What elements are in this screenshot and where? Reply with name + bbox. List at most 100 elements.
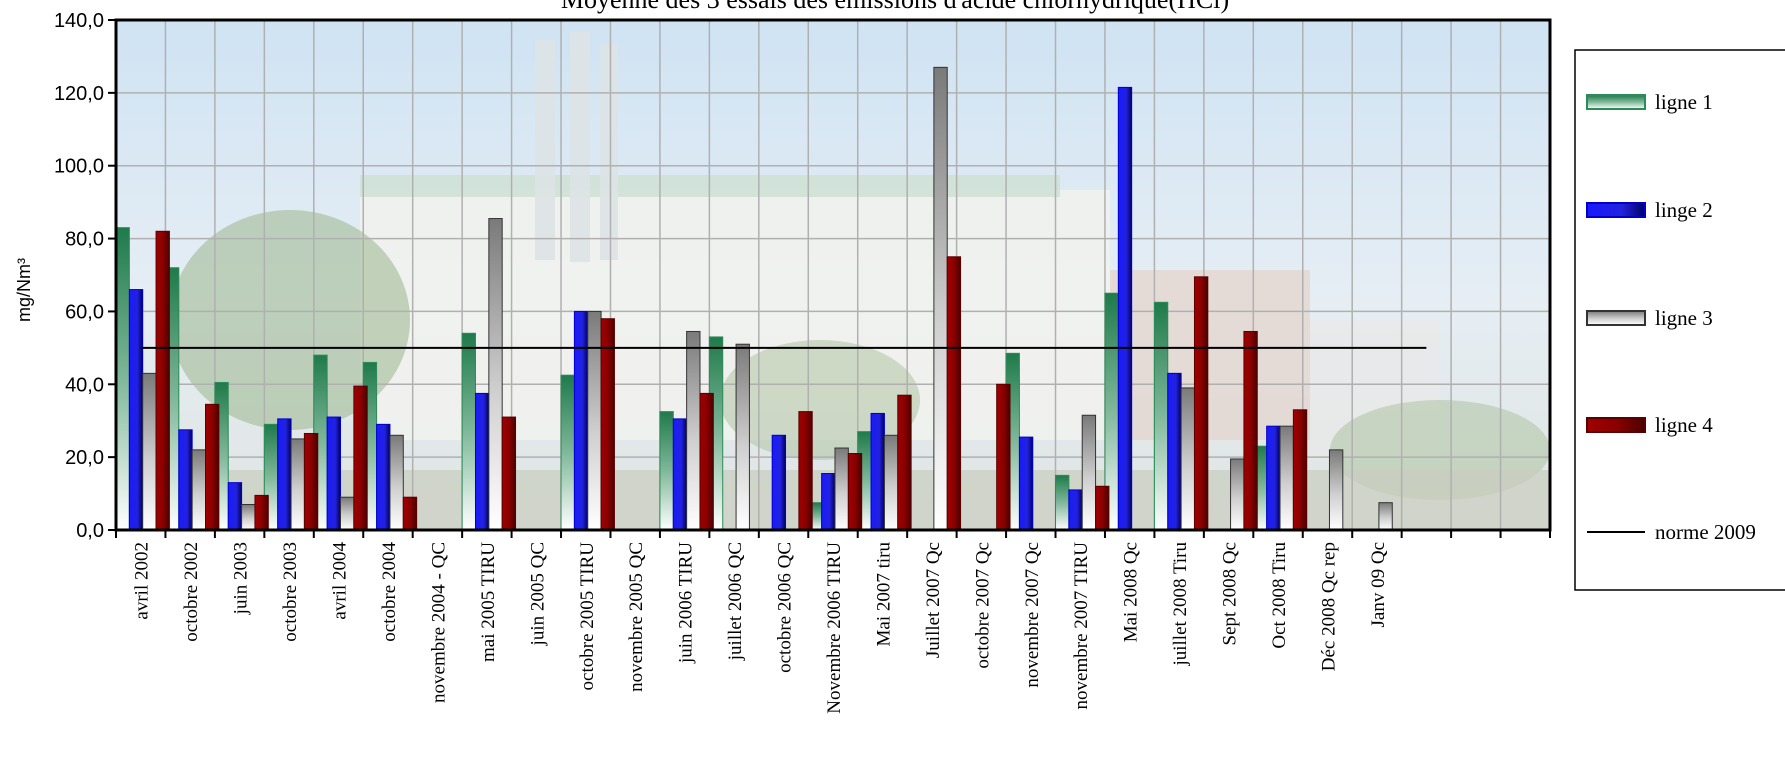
x-tick-label: Oct 2008 Tiru — [1269, 542, 1290, 649]
y-tick-label: 40,0 — [65, 374, 104, 396]
chimney-1 — [535, 40, 555, 260]
bar-ligne-4 — [501, 416, 517, 531]
bar-linge-2 — [672, 418, 688, 531]
bar-ligne-3 — [290, 438, 305, 531]
x-tick-label: octobre 2007 Qc — [972, 542, 993, 669]
bar-linge-2 — [821, 473, 836, 531]
bar-linge-2 — [1068, 489, 1083, 531]
bars — [115, 66, 1393, 531]
bar-ligne-4 — [1292, 409, 1308, 531]
bar-ligne-3 — [339, 496, 355, 531]
bar-linge-2 — [474, 392, 490, 531]
bar-ligne-3 — [1279, 425, 1294, 531]
bar-ligne-4 — [600, 318, 615, 531]
x-tick-label: juillet 2008 Tiru — [1170, 542, 1191, 667]
bar-ligne-4 — [897, 394, 912, 531]
chimney-3 — [600, 44, 618, 260]
x-tick-label: juin 2005 QC — [527, 542, 548, 646]
bar-ligne-3 — [1328, 449, 1344, 531]
y-tick-label: 140,0 — [54, 10, 104, 32]
x-tick-label: Mai 2007 tiru — [873, 542, 894, 647]
bar-ligne-1 — [115, 227, 130, 531]
bar-ligne-4 — [155, 230, 170, 531]
legend-swatch — [1586, 310, 1646, 326]
x-tick-label: Sept 2008 Qc — [1220, 542, 1241, 645]
x-tick-label: octobre 2003 — [280, 542, 301, 642]
bar-ligne-3 — [1230, 458, 1245, 531]
bar-ligne-4 — [402, 496, 418, 531]
legend-swatch — [1586, 417, 1646, 433]
bar-ligne-1 — [1055, 474, 1070, 531]
bar-ligne-4 — [847, 453, 863, 531]
bar-linge-2 — [376, 423, 391, 531]
legend-label: norme 2009 — [1655, 520, 1756, 544]
bar-ligne-1 — [659, 411, 674, 531]
bar-linge-2 — [1018, 436, 1034, 531]
bar-linge-2 — [1266, 425, 1281, 531]
bar-ligne-1 — [560, 374, 575, 531]
y-tick-label: 80,0 — [65, 229, 104, 251]
bar-ligne-3 — [686, 330, 701, 531]
x-tick-label: novembre 2007 TIRU — [1071, 542, 1092, 710]
legend-label: ligne 1 — [1655, 90, 1713, 114]
x-tick-label: octobre 2006 QC — [775, 542, 796, 673]
bar-ligne-4 — [1095, 485, 1110, 531]
x-tick-label: juillet 2006 QC — [725, 542, 746, 661]
x-tick-label: novembre 2004 - QC — [428, 542, 449, 703]
bar-ligne-4 — [1243, 330, 1258, 531]
legend-label: ligne 4 — [1655, 413, 1713, 437]
tree-left — [170, 210, 410, 430]
bar-ligne-4 — [205, 403, 220, 531]
bar-linge-2 — [326, 416, 341, 531]
bar-ligne-3 — [191, 449, 207, 531]
chimney-2 — [570, 32, 590, 262]
x-tick-label: octobre 2005 TIRU — [577, 542, 598, 691]
bar-linge-2 — [573, 310, 589, 531]
bar-linge-2 — [1117, 86, 1133, 531]
y-tick-label: 100,0 — [54, 156, 104, 178]
bar-linge-2 — [870, 412, 885, 531]
bar-ligne-1 — [461, 332, 476, 531]
x-tick-label: juin 2003 — [231, 542, 252, 615]
bar-ligne-4 — [254, 494, 269, 531]
bar-ligne-3 — [241, 504, 256, 531]
bar-ligne-3 — [933, 66, 948, 531]
tree-mid — [720, 340, 920, 460]
x-tick-label: novembre 2007 Qc — [1022, 542, 1043, 688]
x-tick-label: Juillet 2007 Qc — [923, 542, 944, 658]
bar-ligne-4 — [946, 256, 962, 531]
chart-title: Moyenne des 3 essais des émissions d'aci… — [561, 0, 1229, 14]
x-tick-label: Mai 2008 Qc — [1121, 542, 1142, 642]
bar-ligne-4 — [798, 411, 813, 531]
x-tick-label: avril 2004 — [330, 542, 351, 620]
x-tick-label: octobre 2004 — [379, 542, 400, 642]
legend-swatch — [1586, 94, 1646, 110]
bar-ligne-1 — [1153, 301, 1169, 531]
bar-linge-2 — [1167, 372, 1182, 531]
y-tick-label: 60,0 — [65, 301, 104, 323]
bar-ligne-4 — [699, 392, 714, 531]
bar-ligne-4 — [996, 383, 1011, 531]
bar-ligne-3 — [1378, 502, 1393, 531]
legend-label: linge 2 — [1655, 198, 1713, 222]
x-axis: avril 2002 octobre 2002 juin 2003 octobre 2… — [115, 530, 1551, 714]
legend-swatch — [1586, 202, 1646, 218]
x-tick-label: Novembre 2006 TIRU — [824, 542, 845, 714]
bar-ligne-3 — [834, 447, 849, 531]
y-tick-label: 20,0 — [65, 447, 104, 469]
x-tick-label: Déc 2008 Qc rep — [1318, 542, 1339, 671]
bar-linge-2 — [178, 429, 193, 531]
legend-label: ligne 3 — [1655, 306, 1713, 330]
x-tick-label: avril 2002 — [132, 542, 153, 620]
bar-ligne-3 — [735, 343, 750, 531]
bar-ligne-3 — [142, 372, 157, 531]
x-tick-label: octobre 2002 — [181, 542, 202, 642]
y-tick-label: 0,0 — [76, 520, 104, 542]
bar-ligne-4 — [353, 385, 368, 531]
y-axis-label: mg/Nm³ — [14, 258, 34, 322]
bar-ligne-4 — [303, 432, 319, 531]
y-tick-label: 120,0 — [54, 83, 104, 105]
plot-frame — [114, 18, 1552, 532]
x-tick-label: Janv 09 Qc — [1368, 542, 1389, 627]
